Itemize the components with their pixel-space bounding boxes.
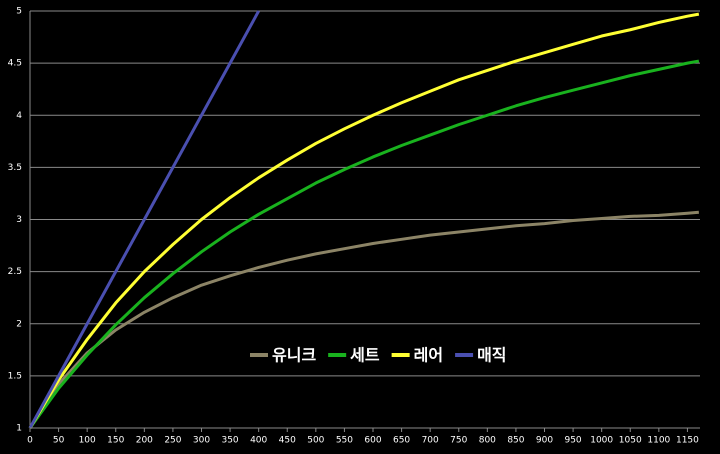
y-tick-label: 4 [16, 111, 22, 121]
y-tick-label: 1 [16, 424, 22, 434]
x-tick-label: 250 [164, 436, 181, 446]
x-tick-label: 850 [507, 436, 524, 446]
y-tick-label: 3 [16, 215, 22, 225]
x-tick-label: 550 [336, 436, 353, 446]
x-tick-label: 1000 [590, 436, 613, 446]
x-tick-label: 350 [221, 436, 238, 446]
x-tick-label: 200 [136, 436, 153, 446]
series-line [28, 10, 260, 429]
x-tick-label: 300 [193, 436, 210, 446]
legend-label: 매직 [477, 346, 506, 365]
x-tick-label: 900 [536, 436, 553, 446]
x-tick-label: 750 [450, 436, 467, 446]
x-tick-label: 50 [53, 436, 65, 446]
x-tick-label: 150 [107, 436, 124, 446]
x-tick-label: 450 [279, 436, 296, 446]
series-line [28, 210, 699, 429]
y-tick-label: 3.5 [8, 163, 22, 173]
legend-label: 세트 [350, 346, 380, 365]
legend-label: 유니크 [272, 346, 316, 365]
y-tick-label: 2.5 [8, 267, 22, 277]
x-tick-label: 650 [393, 436, 410, 446]
x-tick-label: 700 [422, 436, 439, 446]
series-line [28, 12, 700, 429]
x-tick-label: 1050 [619, 436, 642, 446]
x-tick-label: 600 [364, 436, 381, 446]
x-tick-label: 0 [27, 436, 33, 446]
x-tick-label: 500 [307, 436, 324, 446]
y-tick-label: 2 [16, 319, 22, 329]
x-tick-label: 800 [479, 436, 496, 446]
x-tick-label: 100 [79, 436, 96, 446]
y-tick-label: 5 [16, 7, 22, 17]
y-tick-label: 1.5 [8, 371, 22, 381]
x-tick-label: 950 [564, 436, 581, 446]
x-tick-label: 400 [250, 436, 267, 446]
series-line [28, 59, 700, 429]
y-tick-label: 4.5 [8, 59, 22, 69]
x-tick-label: 1100 [647, 436, 670, 446]
legend-label: 레어 [414, 346, 443, 365]
x-tick-label: 1150 [676, 436, 699, 446]
